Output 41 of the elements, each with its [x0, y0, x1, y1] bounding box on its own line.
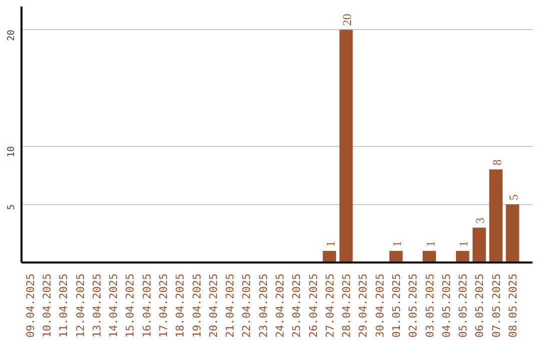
x-tick-label: 26.04.2025 — [306, 274, 320, 338]
x-tick-label: 28.04.2025 — [340, 274, 354, 338]
data-label: 1 — [456, 240, 471, 247]
y-tick-label: 5 — [6, 204, 17, 210]
x-tick-label: 02.05.2025 — [406, 274, 420, 338]
x-tick-label: 11.04.2025 — [57, 274, 70, 338]
data-label: 1 — [323, 240, 338, 247]
x-tick-label: 09.04.2025 — [24, 274, 37, 338]
x-tick-label: 18.04.2025 — [174, 274, 187, 338]
x-tick-label: 15.04.2025 — [124, 274, 137, 338]
x-tick-label: 07.05.2025 — [490, 274, 503, 338]
x-tick-label: 29.04.2025 — [356, 274, 370, 338]
x-tick-label: 23.04.2025 — [256, 274, 270, 338]
data-label: 1 — [390, 240, 404, 247]
data-label: 3 — [473, 218, 488, 224]
x-tick-label: 25.04.2025 — [290, 274, 304, 338]
x-tick-label: 20.04.2025 — [206, 274, 220, 338]
x-tick-label: 08.05.2025 — [506, 274, 520, 338]
data-label: 1 — [423, 240, 438, 247]
y-tick-label: 10 — [6, 146, 17, 158]
x-tick-label: 19.04.2025 — [190, 274, 204, 338]
x-tick-label: 05.05.2025 — [456, 274, 470, 338]
x-tick-label: 27.04.2025 — [323, 274, 336, 338]
x-tick-label: 04.05.2025 — [440, 274, 453, 338]
x-tick-label: 06.05.2025 — [473, 274, 486, 338]
x-tick-label: 24.04.2025 — [273, 274, 286, 338]
data-label: 8 — [490, 159, 504, 166]
y-tick-label: 20 — [6, 29, 17, 42]
x-tick-label: 22.04.2025 — [240, 274, 254, 338]
x-tick-label: 14.04.2025 — [107, 274, 120, 338]
x-tick-label: 12.04.2025 — [74, 274, 87, 338]
data-label: 20 — [340, 14, 354, 26]
x-tick-label: 01.05.2025 — [390, 274, 404, 338]
x-tick-label: 13.04.2025 — [90, 274, 104, 338]
x-tick-label: 03.05.2025 — [423, 274, 436, 338]
x-tick-label: 21.04.2025 — [224, 274, 237, 338]
x-tick-label: 10.04.2025 — [40, 274, 54, 338]
x-tick-label: 16.04.2025 — [140, 274, 154, 338]
data-label: 5 — [506, 194, 521, 200]
x-tick-label: 30.04.2025 — [373, 274, 386, 338]
x-tick-label: 17.04.2025 — [156, 274, 170, 338]
